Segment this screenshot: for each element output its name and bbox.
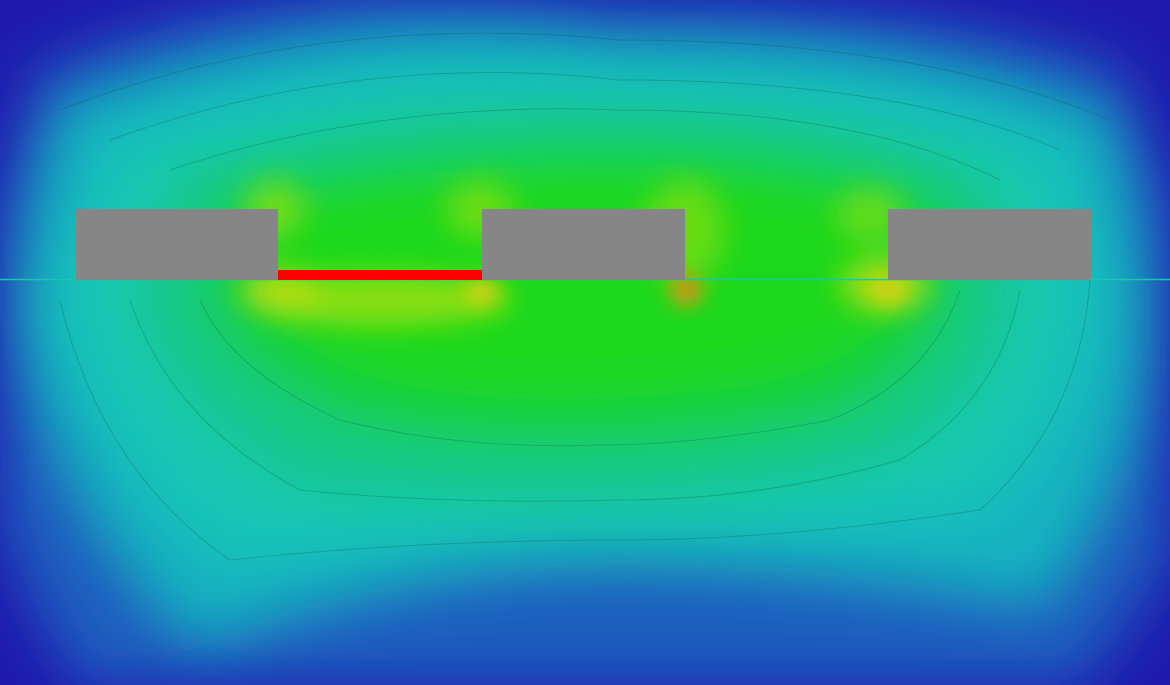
electrode-right [888,209,1091,280]
hot-region-right-top [835,187,905,243]
contour-lines [59,32,1111,561]
electrode-center [482,209,685,280]
field-peaks [464,274,906,306]
peak-right-edge [870,278,906,302]
electrode-left [76,209,278,280]
band-bright-green [250,164,910,400]
gap-strip [278,270,482,280]
peak-center-right-core [679,281,693,295]
peak-gap-edge [464,280,500,304]
